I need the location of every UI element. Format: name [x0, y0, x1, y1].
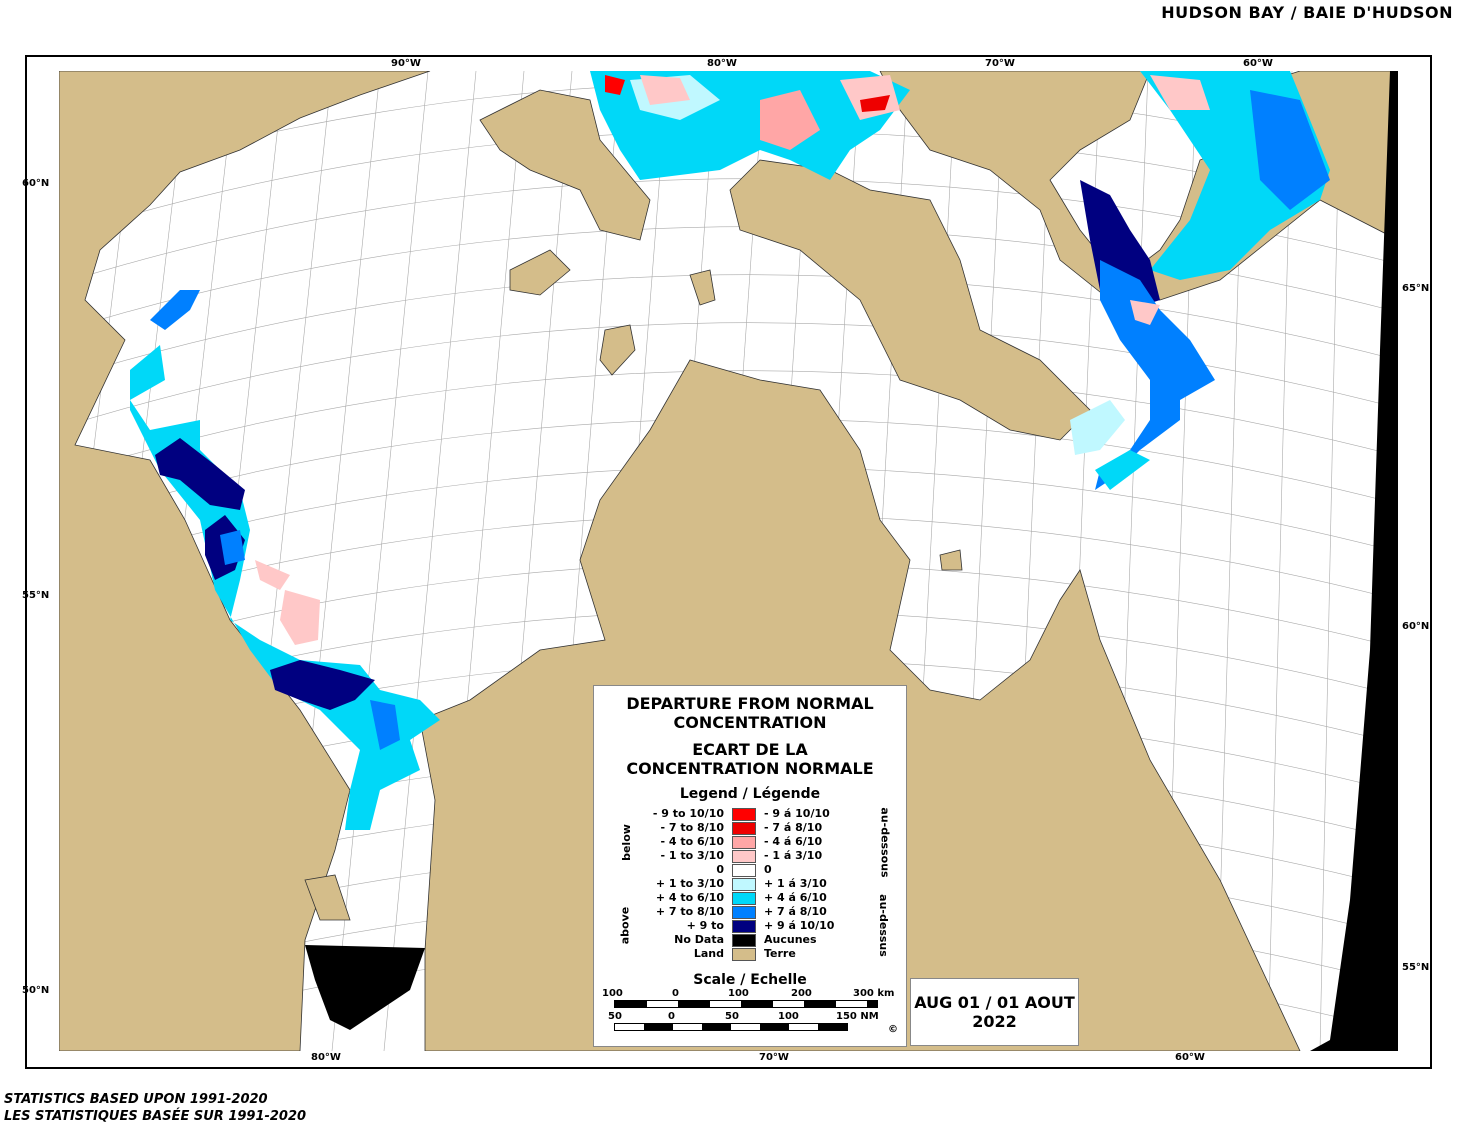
legend-label-fr: - 4 á 6/10: [764, 835, 823, 848]
legend-label-fr: Terre: [764, 947, 796, 960]
legend-label-fr: + 7 á 8/10: [764, 905, 827, 918]
lat-label-left: 60°N: [22, 178, 50, 189]
legend-label-fr: - 7 á 8/10: [764, 821, 823, 834]
legend-label-en: + 9 to: [686, 919, 724, 932]
copyright-symbol: ©: [888, 1024, 898, 1035]
footer-stats-en: STATISTICS BASED UPON 1991-2020: [4, 1092, 268, 1107]
scale-km-label: 0: [672, 988, 679, 999]
lon-label-bottom: 60°W: [1175, 1052, 1205, 1063]
legend-swatch: [732, 864, 756, 877]
lat-label-left: 55°N: [22, 590, 50, 601]
scale-nm-label: 0: [668, 1011, 675, 1022]
legend-label-fr: + 4 á 6/10: [764, 891, 827, 904]
legend-label-fr: Aucunes: [764, 933, 817, 946]
legend-label-fr: - 9 á 10/10: [764, 807, 830, 820]
footer-stats-fr: LES STATISTIQUES BASÉE SUR 1991-2020: [4, 1109, 307, 1124]
no-data-james-bay: [305, 945, 425, 1030]
legend-item: + 9 to + 9 á 10/10: [594, 919, 906, 933]
legend-label-en: - 4 to 6/10: [660, 835, 724, 848]
legend-label-en: + 4 to 6/10: [655, 891, 724, 904]
legend-swatch: [732, 836, 756, 849]
legend-item: - 4 to 6/10 - 4 á 6/10: [594, 835, 906, 849]
lon-label-bottom: 80°W: [311, 1052, 341, 1063]
legend-label-en: - 7 to 8/10: [660, 821, 724, 834]
legend-item: - 7 to 8/10 - 7 á 8/10: [594, 821, 906, 835]
legend-label-fr: + 9 á 10/10: [764, 919, 835, 932]
legend-swatch: [732, 948, 756, 961]
legend-item: + 4 to 6/10 + 4 á 6/10: [594, 891, 906, 905]
legend-item: - 9 to 10/10 - 9 á 10/10: [594, 807, 906, 821]
scale-bar-km: [614, 1000, 878, 1008]
legend-item: + 1 to 3/10 + 1 á 3/10: [594, 877, 906, 891]
scale-title: Scale / Echelle: [693, 972, 807, 988]
legend-label-en: Land: [693, 947, 724, 960]
legend-title-fr: ECART DE LA CONCENTRATION NORMALE: [626, 740, 874, 778]
meridian-line: [1319, 71, 1341, 1051]
map-title: HUDSON BAY / BAIE D'HUDSON: [1161, 3, 1453, 22]
legend-label-fr: + 1 á 3/10: [764, 877, 827, 890]
lon-label-top: 70°W: [985, 58, 1015, 69]
above-label-fr: au-dessus: [876, 894, 890, 957]
scale-km-label: 100: [728, 988, 749, 999]
legend-subtitle: Legend / Légende: [679, 786, 821, 802]
legend-label-en: - 9 to 10/10: [652, 807, 724, 820]
legend-item: No Data Aucunes: [594, 933, 906, 947]
parallel-line: [59, 274, 1398, 381]
below-label: below: [619, 824, 633, 861]
legend-item: Land Terre: [594, 947, 906, 961]
lon-label-top: 60°W: [1243, 58, 1273, 69]
lat-label-right: 65°N: [1402, 283, 1430, 294]
meridian-line: [383, 71, 477, 1051]
scale-km-label: 200: [791, 988, 812, 999]
legend-item: + 7 to 8/10 + 7 á 8/10: [594, 905, 906, 919]
scale-nm-label: 150 NM: [836, 1011, 879, 1022]
legend-title-en: DEPARTURE FROM NORMAL CONCENTRATION: [626, 694, 874, 732]
legend-label-en: - 1 to 3/10: [660, 849, 724, 862]
scale-nm-label: 50: [608, 1011, 622, 1022]
no-data-region: [1310, 71, 1398, 1051]
legend-panel: DEPARTURE FROM NORMAL CONCENTRATION ECAR…: [593, 685, 907, 1047]
legend-label-en: No Data: [674, 933, 724, 946]
legend-swatch: [732, 892, 756, 905]
legend-item: - 1 to 3/10 - 1 á 3/10: [594, 849, 906, 863]
lat-label-right: 55°N: [1402, 962, 1430, 973]
scale-km-label: 300 km: [853, 988, 895, 999]
legend-swatch: [732, 808, 756, 821]
lon-label-top: 80°W: [707, 58, 737, 69]
scale-km-label: 100: [602, 988, 623, 999]
legend-swatch: [732, 920, 756, 933]
date-line2: 2022: [972, 1012, 1017, 1031]
lon-label-top: 90°W: [391, 58, 421, 69]
legend-item: 0 0: [594, 863, 906, 877]
legend-swatch: [732, 822, 756, 835]
legend-swatch: [732, 934, 756, 947]
above-label: above: [618, 906, 632, 945]
legend-label-fr: 0: [764, 863, 772, 876]
meridian-line: [331, 71, 429, 1051]
scale-bar-nm: [614, 1023, 848, 1031]
lon-label-bottom: 70°W: [759, 1052, 789, 1063]
ice-departure-patches: [130, 71, 1330, 830]
date-box: AUG 01 / 01 AOUT 2022: [910, 978, 1079, 1046]
meridian-line: [1267, 71, 1293, 1051]
legend-label-en: + 7 to 8/10: [655, 905, 724, 918]
lat-label-right: 60°N: [1402, 621, 1430, 632]
legend-label-fr: - 1 á 3/10: [764, 849, 823, 862]
legend-label-en: 0: [716, 863, 724, 876]
lat-label-left: 50°N: [22, 985, 50, 996]
legend-swatch: [732, 850, 756, 863]
date-line1: AUG 01 / 01 AOUT: [914, 993, 1075, 1012]
scale-nm-label: 50: [725, 1011, 739, 1022]
map-frame: [25, 55, 1432, 1069]
legend-swatch: [732, 878, 756, 891]
scale-nm-label: 100: [778, 1011, 799, 1022]
below-label-fr: au-dessous: [878, 807, 892, 878]
legend-label-en: + 1 to 3/10: [655, 877, 724, 890]
legend-swatch: [732, 906, 756, 919]
